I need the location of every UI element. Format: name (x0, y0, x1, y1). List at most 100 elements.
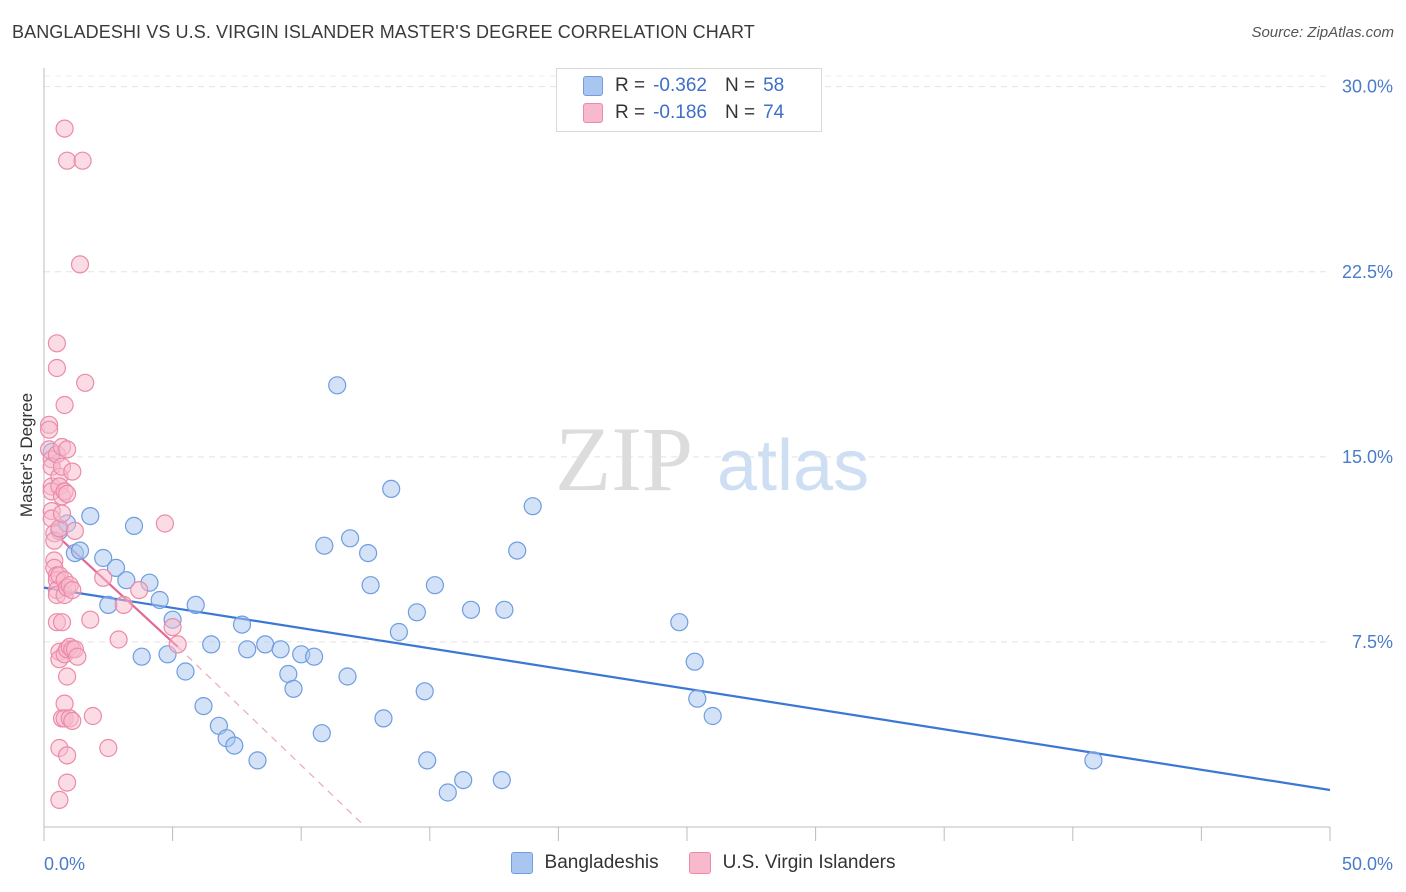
point-virgin-islander (52, 504, 72, 523)
point-virgin-islander (130, 580, 149, 600)
y-tick-label: 22.5% (1342, 262, 1393, 282)
point-virgin-islander (63, 462, 82, 481)
trend-lines (43, 530, 1331, 828)
point-virgin-islander (68, 647, 87, 666)
point-bangladeshi (232, 615, 252, 634)
correlation-legend: R = -0.362 N = 58 R = -0.186 N = 74 (556, 68, 822, 132)
point-bangladeshi (389, 622, 408, 642)
legend-swatch-bangladeshis (583, 76, 603, 96)
point-bangladeshi (361, 576, 380, 595)
point-bangladeshi (194, 696, 213, 716)
point-bangladeshi (315, 536, 334, 555)
point-bangladeshi (407, 603, 426, 622)
trend-extension-virgin-islanders (177, 646, 366, 828)
point-virgin-islander (57, 151, 77, 170)
point-bangladeshi (81, 506, 100, 526)
point-bangladeshi (495, 600, 514, 619)
point-virgin-islander (94, 568, 113, 587)
point-virgin-islander (57, 746, 77, 765)
point-virgin-islander (55, 395, 74, 415)
legend-n-label: N = (724, 102, 756, 123)
point-virgin-islander (47, 358, 67, 378)
point-virgin-islander (57, 667, 77, 686)
y-tick-label: 15.0% (1342, 447, 1393, 467)
point-bangladeshi (248, 751, 267, 770)
point-virgin-islander (63, 580, 82, 600)
legend-r-label: R = (615, 102, 646, 123)
point-virgin-islander (76, 373, 95, 392)
point-virgin-islander (65, 521, 85, 541)
point-bangladeshi (150, 590, 169, 610)
y-tick-label: 7.5% (1352, 632, 1393, 652)
point-virgin-islander (168, 635, 187, 654)
legend-r-label: R = (615, 75, 646, 96)
point-virgin-islander (57, 484, 77, 503)
series-label-virgin-islanders: U.S. Virgin Islanders (722, 852, 896, 873)
point-bangladeshi (461, 600, 481, 619)
point-bangladeshi (703, 706, 722, 726)
chart-title: BANGLADESHI VS U.S. VIRGIN ISLANDER MAST… (12, 22, 755, 42)
point-bangladeshi (238, 640, 257, 659)
point-virgin-islander (70, 255, 90, 274)
point-virgin-islander (83, 706, 103, 726)
point-bangladeshi (99, 595, 118, 615)
legend-n-value: 58 (763, 75, 785, 96)
point-virgin-islander (109, 630, 128, 649)
point-virgin-islander (50, 519, 69, 538)
point-virgin-islander (163, 617, 182, 637)
series-swatch-bangladeshis (510, 852, 533, 874)
point-bangladeshi (670, 613, 689, 632)
legend-swatch-virgin-islanders (583, 103, 603, 123)
point-virgin-islander (57, 773, 77, 792)
point-bangladeshi (284, 679, 303, 698)
legend-n-label: N = (724, 75, 756, 96)
x-tick-label: 0.0% (44, 854, 85, 874)
legend-row-virgin-islanders: R = -0.186 N = 74 (583, 102, 784, 124)
watermark-atlas: atlas (717, 426, 869, 506)
point-bangladeshi (338, 667, 357, 686)
point-bangladeshi (425, 576, 444, 595)
trend-line-bangladeshis (43, 586, 1331, 792)
point-virgin-islander (39, 420, 59, 439)
point-virgin-islander (47, 334, 67, 353)
point-virgin-islander (57, 440, 77, 459)
point-virgin-islander (114, 595, 133, 615)
point-bangladeshi (312, 724, 331, 743)
series-swatch-virgin-islanders (688, 852, 711, 874)
point-virgin-islander (55, 119, 74, 138)
point-bangladeshi (382, 479, 401, 498)
point-bangladeshi (271, 640, 290, 659)
point-bangladeshi (688, 689, 707, 708)
point-bangladeshi (202, 635, 221, 654)
watermark: ZIP atlas (555, 408, 869, 510)
point-bangladeshi (508, 541, 527, 560)
point-virgin-islander (81, 610, 100, 629)
point-bangladeshi (305, 647, 324, 666)
point-bangladeshi (70, 541, 90, 560)
series-label-bangladeshis: Bangladeshis (544, 852, 659, 873)
point-bangladeshi (1084, 751, 1103, 770)
point-bangladeshi (132, 647, 151, 666)
point-bangladeshi (374, 709, 393, 728)
series-legend: Bangladeshis U.S. Virgin Islanders (0, 852, 1406, 874)
point-virgin-islander (99, 738, 118, 758)
point-virgin-islander (73, 151, 92, 170)
series-legend-virgin-islanders[interactable]: U.S. Virgin Islanders (688, 852, 896, 874)
data-points (39, 119, 1103, 810)
point-bangladeshi (124, 516, 144, 536)
point-bangladeshi (256, 635, 275, 654)
series-legend-bangladeshis[interactable]: Bangladeshis (510, 852, 659, 874)
point-bangladeshi (186, 595, 205, 615)
point-bangladeshi (438, 783, 457, 802)
point-bangladeshi (94, 548, 113, 568)
point-bangladeshi (492, 770, 511, 790)
point-bangladeshi (523, 497, 542, 516)
y-axis-label: Master's Degree (17, 393, 36, 517)
legend-r-value: -0.186 (653, 102, 707, 123)
y-tick-label: 30.0% (1342, 77, 1393, 97)
point-bangladeshi (328, 376, 347, 395)
axis-labels: Master's Degree 7.5% 15.0% 22.5% 30.0% 0.0% 5… (17, 77, 1393, 874)
point-bangladeshi (117, 571, 136, 590)
legend-r-value: -0.362 (653, 75, 707, 96)
